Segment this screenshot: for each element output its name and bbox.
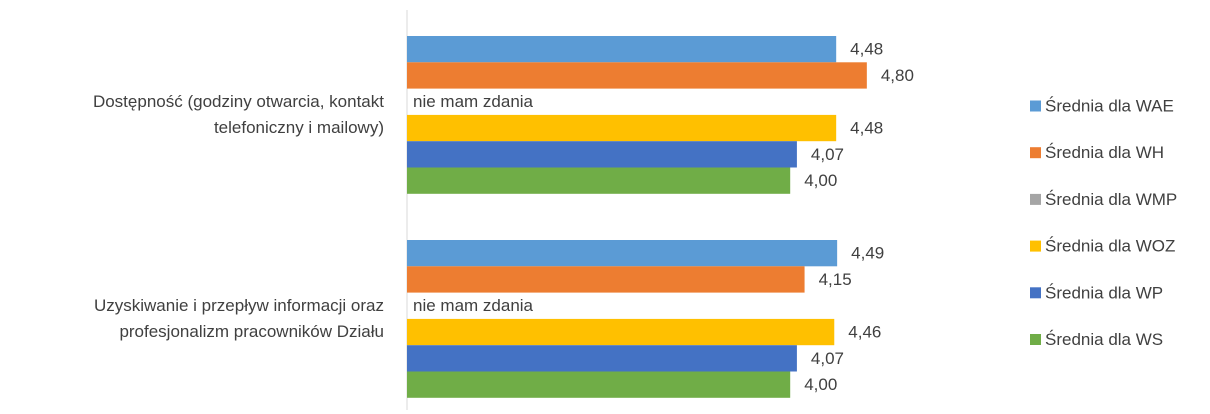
bar [407, 318, 835, 346]
bar [407, 266, 805, 293]
bar [407, 141, 797, 168]
value-label: 4,07 [811, 145, 844, 164]
bar [407, 167, 791, 194]
bar [407, 240, 838, 267]
legend-label: Średnia dla WAE [1045, 96, 1174, 115]
value-label: 4,46 [848, 323, 881, 342]
value-label: 4,80 [881, 66, 914, 85]
value-label: 4,07 [811, 349, 844, 368]
bar [407, 36, 837, 63]
legend-swatch [1030, 287, 1041, 299]
legend-label: Średnia dla WH [1045, 143, 1164, 162]
value-label: 4,48 [850, 40, 883, 59]
value-label: nie mam zdania [413, 296, 534, 315]
category-label: Dostępność (godziny otwarcia, kontakt te… [92, 91, 384, 137]
value-label: 4,49 [851, 244, 884, 263]
value-label: nie mam zdania [413, 92, 534, 111]
value-label: 4,00 [804, 171, 837, 190]
legend-label: Średnia dla WOZ [1045, 237, 1175, 256]
value-label: 4,48 [850, 119, 883, 138]
legend-swatch [1030, 334, 1041, 345]
bar [407, 345, 797, 372]
category-label: Uzyskiwanie i przepływ informacji oraz p… [93, 295, 384, 341]
legend-label: Średnia dla WMP [1045, 190, 1177, 209]
legend-swatch [1030, 193, 1041, 205]
legend-label: Średnia dla WS [1045, 330, 1163, 349]
bar [407, 62, 867, 89]
legend-swatch [1030, 240, 1041, 252]
bar [407, 371, 791, 398]
bar [407, 114, 837, 142]
legend-swatch [1030, 100, 1041, 112]
legend-swatch [1030, 147, 1041, 159]
legend-label: Średnia dla WP [1045, 283, 1163, 302]
value-label: 4,15 [819, 270, 852, 289]
value-label: 4,00 [804, 375, 837, 394]
